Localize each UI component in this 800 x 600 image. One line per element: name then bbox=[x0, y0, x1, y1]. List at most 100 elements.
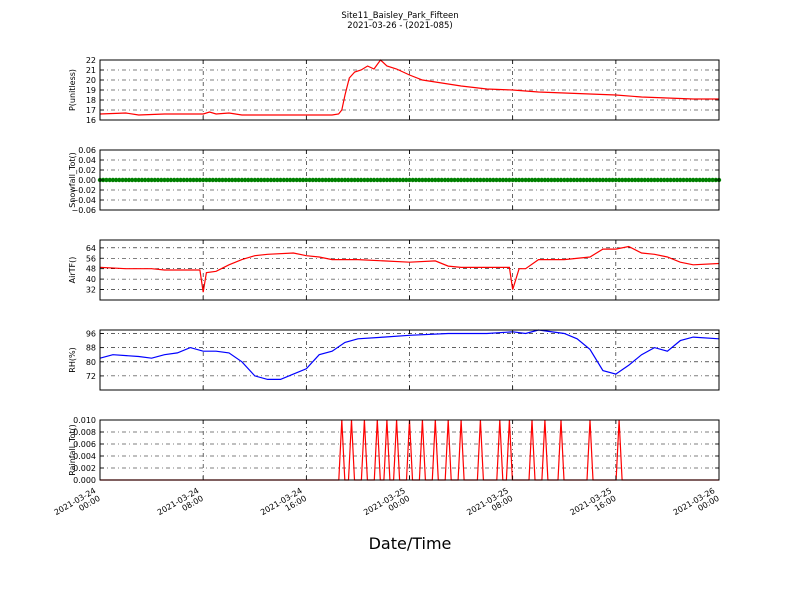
data-point bbox=[600, 177, 606, 183]
data-point bbox=[465, 177, 470, 183]
data-point bbox=[130, 177, 135, 183]
data-point bbox=[371, 177, 377, 183]
data-point bbox=[320, 177, 325, 183]
data-point bbox=[549, 177, 554, 183]
y-tick-label: −0.06 bbox=[71, 206, 96, 215]
x-tick-label: 2021-03-2500:00 bbox=[362, 486, 411, 525]
data-point bbox=[120, 177, 125, 183]
y-tick-label: 80 bbox=[86, 358, 96, 367]
data-point bbox=[668, 177, 673, 183]
series-line bbox=[99, 245, 720, 293]
data-point bbox=[700, 177, 706, 183]
data-point bbox=[271, 177, 277, 183]
data-point bbox=[510, 177, 515, 183]
data-point bbox=[671, 177, 677, 183]
data-point bbox=[436, 177, 441, 183]
data-point bbox=[584, 177, 589, 183]
x-axis-label: Date/Time bbox=[368, 534, 452, 553]
data-point bbox=[126, 177, 132, 183]
data-point bbox=[184, 177, 190, 183]
data-point bbox=[452, 177, 457, 183]
data-point bbox=[104, 177, 109, 183]
y-tick-label: 0.04 bbox=[78, 156, 96, 165]
data-point bbox=[513, 177, 519, 183]
data-point bbox=[297, 177, 303, 183]
data-point bbox=[571, 177, 577, 183]
data-point bbox=[262, 177, 267, 183]
data-point bbox=[213, 177, 219, 183]
y-axis-label: Rainfall_Tot() bbox=[68, 424, 77, 476]
data-point bbox=[223, 177, 228, 183]
data-point bbox=[442, 177, 448, 183]
data-point bbox=[652, 177, 657, 183]
data-point bbox=[697, 177, 702, 183]
data-point bbox=[246, 177, 251, 183]
data-point bbox=[394, 177, 399, 183]
data-point bbox=[455, 177, 461, 183]
data-point bbox=[313, 177, 319, 183]
data-point bbox=[694, 177, 699, 183]
data-point bbox=[204, 177, 209, 183]
data-point bbox=[275, 177, 280, 183]
data-point bbox=[133, 177, 138, 183]
data-point bbox=[610, 177, 615, 183]
data-point bbox=[558, 177, 564, 183]
data-point bbox=[426, 177, 431, 183]
data-point bbox=[239, 177, 245, 183]
data-point bbox=[555, 177, 560, 183]
data-point bbox=[307, 177, 312, 183]
y-tick-label: 88 bbox=[86, 344, 96, 353]
chart-subtitle: 2021-03-26 - (2021-085) bbox=[347, 21, 453, 31]
data-point bbox=[165, 177, 170, 183]
data-point bbox=[191, 177, 196, 183]
y-tick-label: 96 bbox=[86, 330, 96, 339]
data-point bbox=[471, 177, 477, 183]
y-axis-label: AirTF() bbox=[68, 257, 77, 284]
data-point bbox=[288, 177, 293, 183]
data-point bbox=[152, 177, 157, 183]
data-point bbox=[230, 177, 235, 183]
y-tick-label: −0.04 bbox=[71, 196, 96, 205]
data-point bbox=[507, 177, 512, 183]
data-point bbox=[278, 177, 283, 183]
data-point bbox=[691, 177, 696, 183]
data-point bbox=[352, 177, 357, 183]
data-point bbox=[649, 177, 654, 183]
data-point bbox=[365, 177, 370, 183]
x-tick-label: 2021-03-2416:00 bbox=[259, 486, 308, 525]
data-point bbox=[623, 177, 628, 183]
series-line bbox=[99, 59, 719, 116]
data-point bbox=[707, 177, 712, 183]
y-tick-label: 64 bbox=[86, 244, 96, 253]
data-point bbox=[110, 177, 116, 183]
data-point bbox=[336, 177, 341, 183]
data-point bbox=[475, 177, 480, 183]
data-point bbox=[449, 177, 454, 183]
data-point bbox=[172, 177, 177, 183]
data-point bbox=[674, 177, 680, 183]
series-line bbox=[99, 329, 720, 380]
data-point bbox=[481, 177, 486, 183]
data-point bbox=[539, 177, 544, 183]
data-point bbox=[220, 177, 225, 183]
data-point bbox=[562, 177, 567, 183]
data-point bbox=[339, 177, 344, 183]
data-point bbox=[349, 177, 354, 183]
data-point bbox=[597, 177, 602, 183]
data-point bbox=[210, 177, 215, 183]
y-tick-label: 48 bbox=[86, 265, 96, 274]
data-point bbox=[358, 177, 364, 183]
data-point bbox=[233, 177, 238, 183]
data-point bbox=[294, 177, 299, 183]
x-tick-label: 2021-03-2400:00 bbox=[53, 486, 102, 525]
y-tick-label: 18 bbox=[86, 96, 96, 105]
data-point bbox=[236, 177, 241, 183]
data-point bbox=[368, 177, 373, 183]
data-point bbox=[410, 177, 415, 183]
data-point bbox=[149, 177, 154, 183]
y-tick-label: 0.002 bbox=[73, 464, 96, 473]
data-point bbox=[529, 177, 535, 183]
data-point bbox=[175, 177, 180, 183]
data-point bbox=[526, 177, 531, 183]
